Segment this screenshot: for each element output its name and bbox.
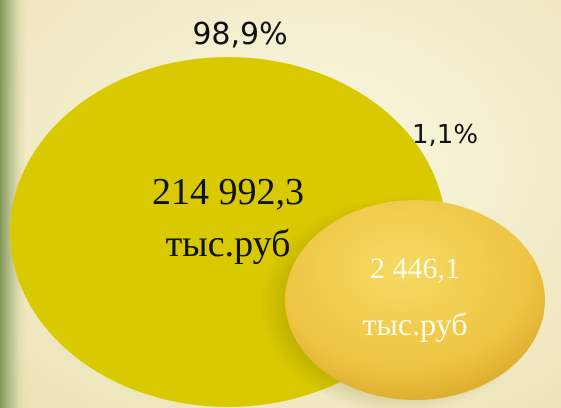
percent-label: 98,9% — [192, 17, 287, 52]
small-ellipse — [285, 200, 545, 400]
unit-label: тыс.руб — [166, 223, 291, 265]
value-label: 2 446,1 — [370, 252, 460, 285]
value-label: 214 992,3 — [152, 171, 304, 213]
percent-label: 1,1% — [412, 120, 478, 150]
unit-label: тыс.руб — [362, 306, 467, 342]
